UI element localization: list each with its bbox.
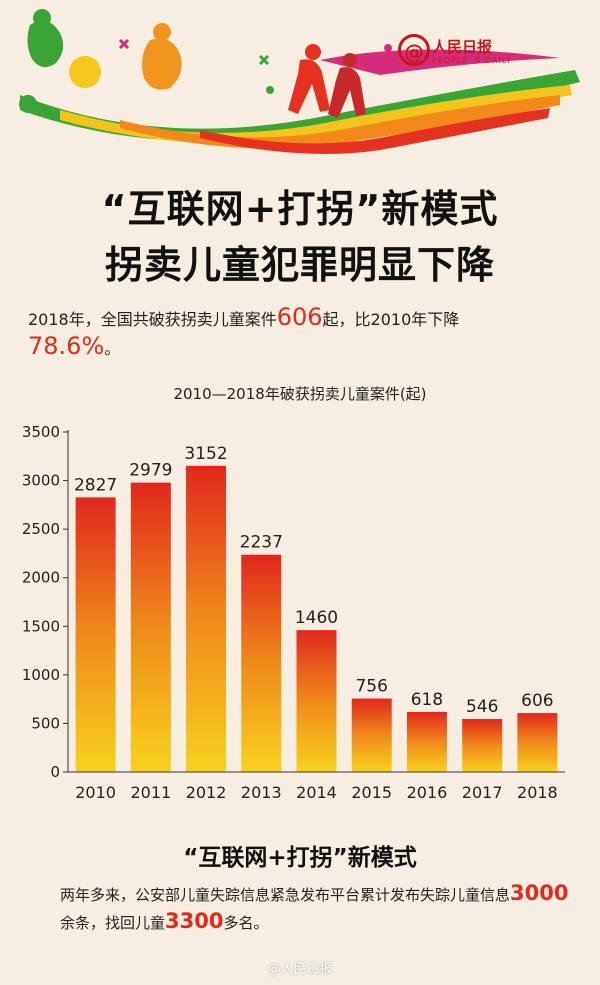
y-tick-label: 3500 bbox=[22, 423, 60, 441]
section-part-2: 余条，找回儿童 bbox=[60, 914, 166, 932]
logo-name: 人民日报 bbox=[432, 38, 493, 56]
headline-line-1: “互联网+打拐”新模式 bbox=[101, 187, 499, 231]
bar-value-label: 2979 bbox=[129, 461, 172, 481]
y-tick-label: 2500 bbox=[22, 520, 60, 538]
y-tick-label: 1500 bbox=[22, 617, 60, 635]
chart-title: 2010—2018年破获拐卖儿童案件(起) bbox=[173, 385, 427, 403]
y-tick-label: 1000 bbox=[22, 666, 60, 684]
bar-value-label: 2237 bbox=[240, 533, 283, 553]
section-part-1: 两年多来，公安部儿童失踪信息紧急发布平台累计发布失踪儿童信息 bbox=[60, 886, 511, 904]
y-tick-label: 3000 bbox=[22, 472, 60, 490]
bar-value-label: 756 bbox=[355, 677, 387, 697]
logo-at-mark: @ bbox=[398, 34, 430, 66]
bar bbox=[351, 698, 392, 772]
bar bbox=[406, 711, 447, 772]
x-tick-label: 2012 bbox=[186, 783, 227, 802]
x-tick-label: 2010 bbox=[75, 783, 116, 802]
peoples-daily-logo: @ 人民日报 PEOPLE' S DAILY bbox=[398, 34, 518, 78]
x-tick-label: 2011 bbox=[130, 783, 171, 802]
bar bbox=[186, 465, 227, 772]
summary-text: 2018年，全国共破获拐卖儿童案件606起，比2010年下降 78.6%。 bbox=[28, 304, 578, 362]
bar-value-label: 3152 bbox=[184, 444, 227, 464]
bar bbox=[75, 497, 116, 772]
bar bbox=[130, 482, 171, 772]
section-info-count: 3000 bbox=[510, 881, 569, 905]
x-tick-label: 2015 bbox=[351, 783, 392, 802]
bar-value-label: 606 bbox=[521, 691, 553, 711]
bar-chart: 0 500 1000 1500 2000 2500 3000 3500 2827 2979 315… bbox=[22, 423, 565, 802]
summary-case-count: 606 bbox=[276, 303, 323, 331]
x-tick-label: 2017 bbox=[462, 783, 503, 802]
bar bbox=[462, 718, 503, 772]
summary-part-1: 2018年，全国共破获拐卖儿童案件 bbox=[28, 310, 277, 329]
y-tick-label: 2000 bbox=[22, 569, 60, 587]
bar-value-label: 1460 bbox=[295, 608, 338, 628]
x-tick-label: 2018 bbox=[517, 783, 558, 802]
bar-value-label: 2827 bbox=[74, 475, 117, 495]
summary-decline-percent: 78.6% bbox=[28, 332, 105, 360]
summary-part-2: 起，比2010年下降 bbox=[322, 310, 460, 329]
y-tick-label: 500 bbox=[31, 714, 60, 732]
bar bbox=[517, 713, 558, 772]
x-tick-label: 2016 bbox=[407, 783, 448, 802]
headline-line-2: 拐卖儿童犯罪明显下降 bbox=[104, 243, 495, 287]
bar bbox=[296, 630, 337, 772]
weibo-watermark: @人民日报 bbox=[267, 962, 333, 977]
section-body: 两年多来，公安部儿童失踪信息紧急发布平台累计发布失踪儿童信息3000 余条，找回儿… bbox=[60, 880, 580, 936]
summary-part-3: 。 bbox=[104, 339, 121, 358]
section-part-3: 多名。 bbox=[223, 914, 269, 932]
y-tick-label: 0 bbox=[50, 763, 60, 781]
bar-value-label: 618 bbox=[411, 690, 443, 710]
section-children-count: 3300 bbox=[165, 909, 224, 933]
bar-value-label: 546 bbox=[466, 697, 498, 717]
section-title: “互联网+打拐”新模式 bbox=[183, 845, 417, 871]
x-tick-label: 2013 bbox=[241, 783, 282, 802]
logo-subtitle: PEOPLE' S DAILY bbox=[432, 56, 513, 65]
bar bbox=[241, 554, 282, 772]
sports-banner-illustration bbox=[19, 9, 580, 154]
x-tick-label: 2014 bbox=[296, 783, 337, 802]
